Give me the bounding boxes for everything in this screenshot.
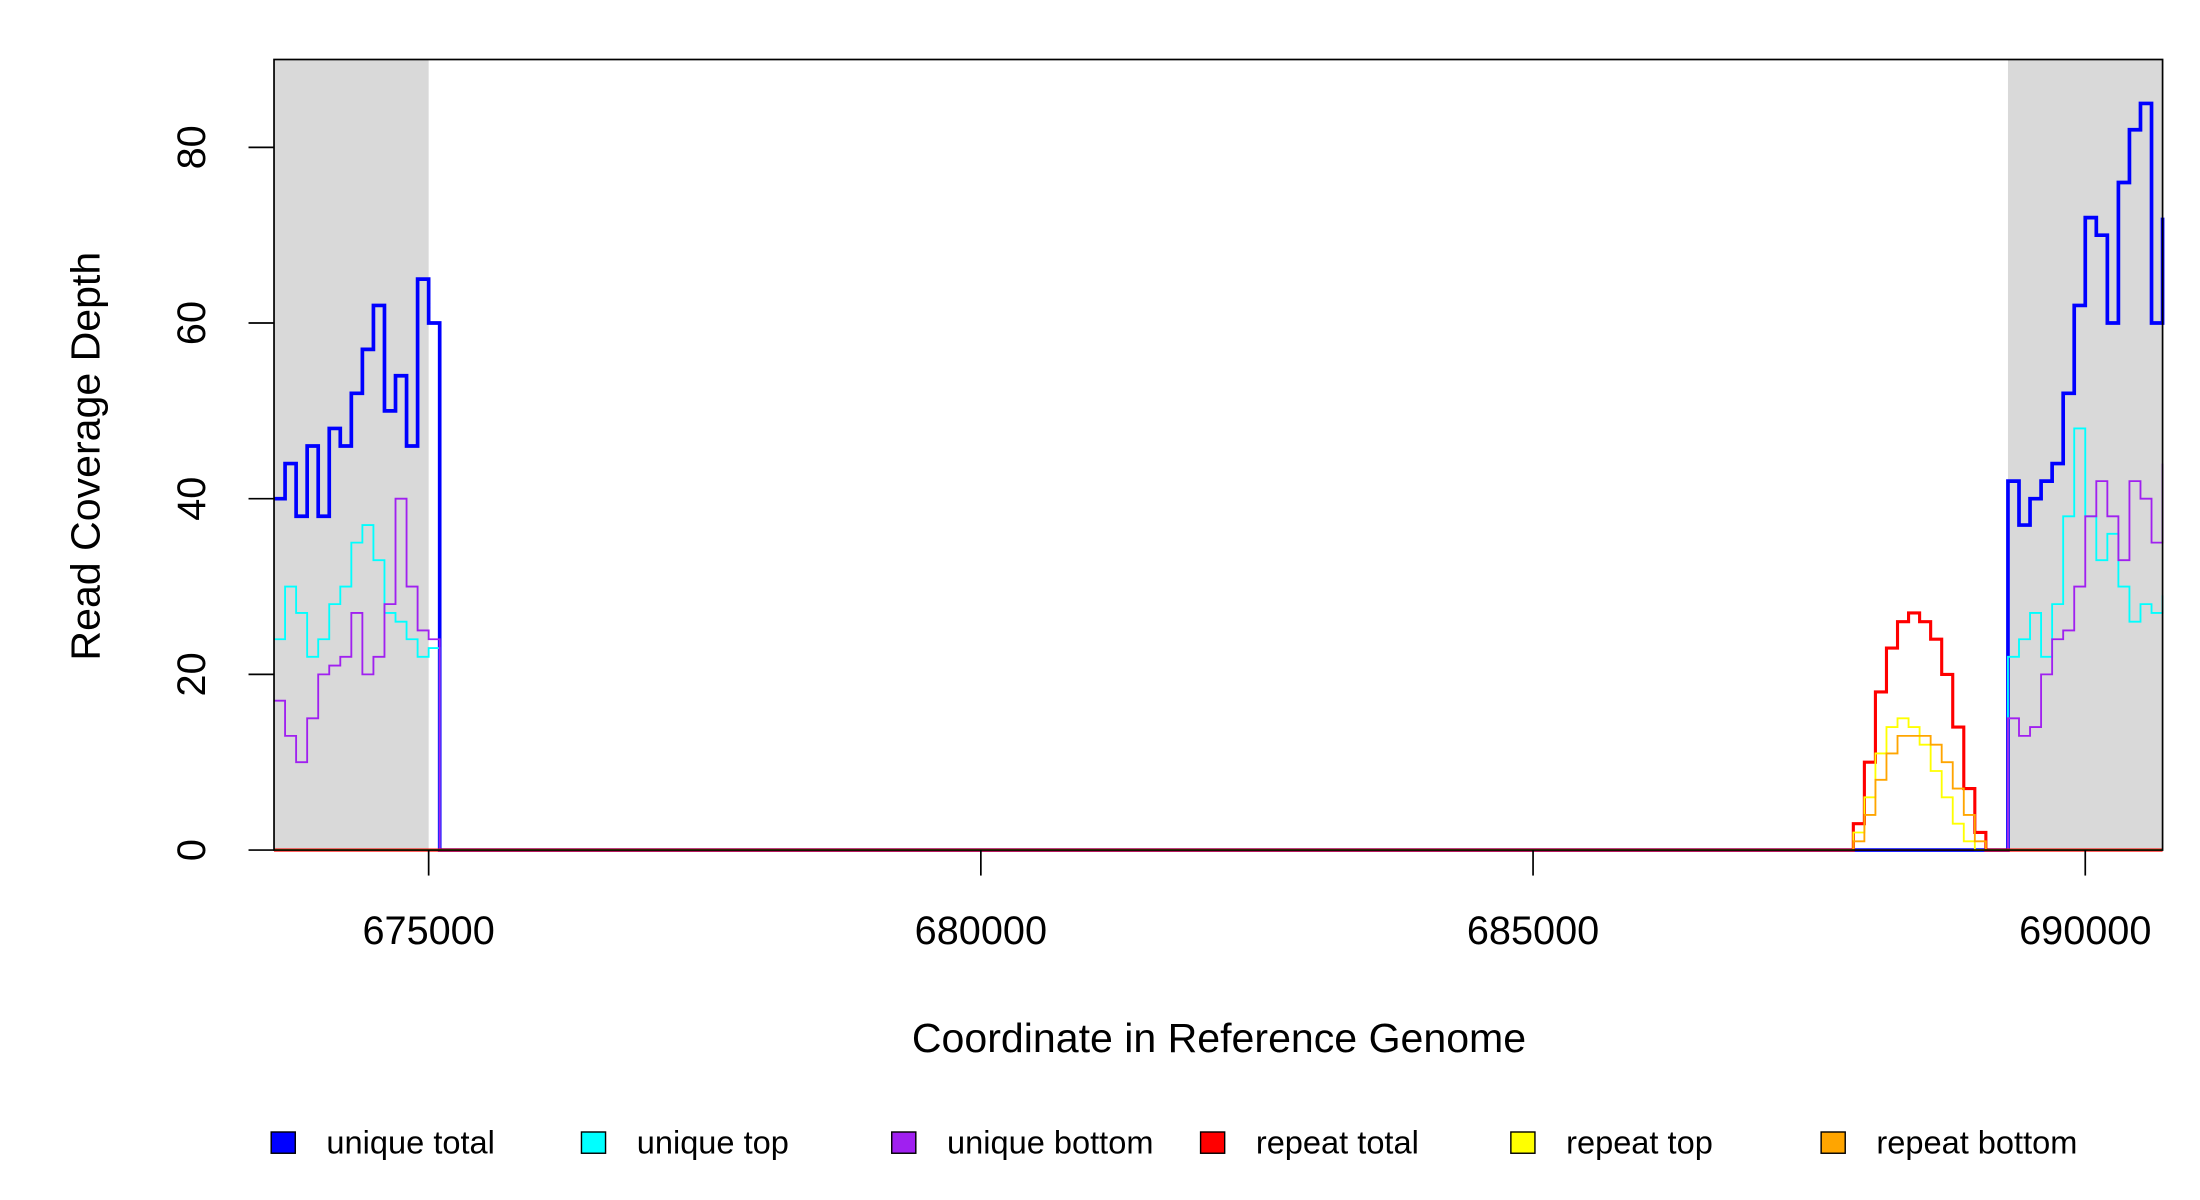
series-line <box>274 717 2163 851</box>
y-tick-label: 80 <box>170 125 214 169</box>
y-tick-label: 60 <box>170 301 214 345</box>
shaded-region <box>274 59 429 851</box>
legend-swatch <box>891 1131 917 1154</box>
x-tick-label: 690000 <box>2019 909 2151 953</box>
x-axis-title: Coordinate in Reference Genome <box>912 1015 1526 1061</box>
y-tick-label: 20 <box>170 652 214 696</box>
legend-label: unique top <box>637 1124 789 1160</box>
legend-label: repeat top <box>1566 1124 1713 1160</box>
x-tick-label: 685000 <box>1467 909 1599 953</box>
series-line <box>274 427 2164 851</box>
series-line <box>274 611 2163 852</box>
y-axis-title: Read Coverage Depth <box>62 252 108 661</box>
legend-swatch <box>1510 1131 1536 1154</box>
series-line <box>274 463 2164 851</box>
x-tick-label: 675000 <box>362 909 494 953</box>
legend-label: unique bottom <box>947 1124 1153 1160</box>
legend-label: repeat bottom <box>1876 1124 2077 1160</box>
legend-swatch <box>270 1131 296 1154</box>
legend-swatch <box>1199 1131 1226 1154</box>
plot-frame <box>273 58 2164 851</box>
legend-label: repeat total <box>1256 1124 1419 1160</box>
legend-swatch <box>580 1131 607 1154</box>
series-line <box>274 101 2165 852</box>
legend-label: unique total <box>326 1124 494 1160</box>
legend-swatch <box>1820 1131 1846 1154</box>
x-tick-label: 680000 <box>915 909 1047 953</box>
y-tick-label: 40 <box>170 477 214 521</box>
y-tick-label: 0 <box>170 839 214 861</box>
